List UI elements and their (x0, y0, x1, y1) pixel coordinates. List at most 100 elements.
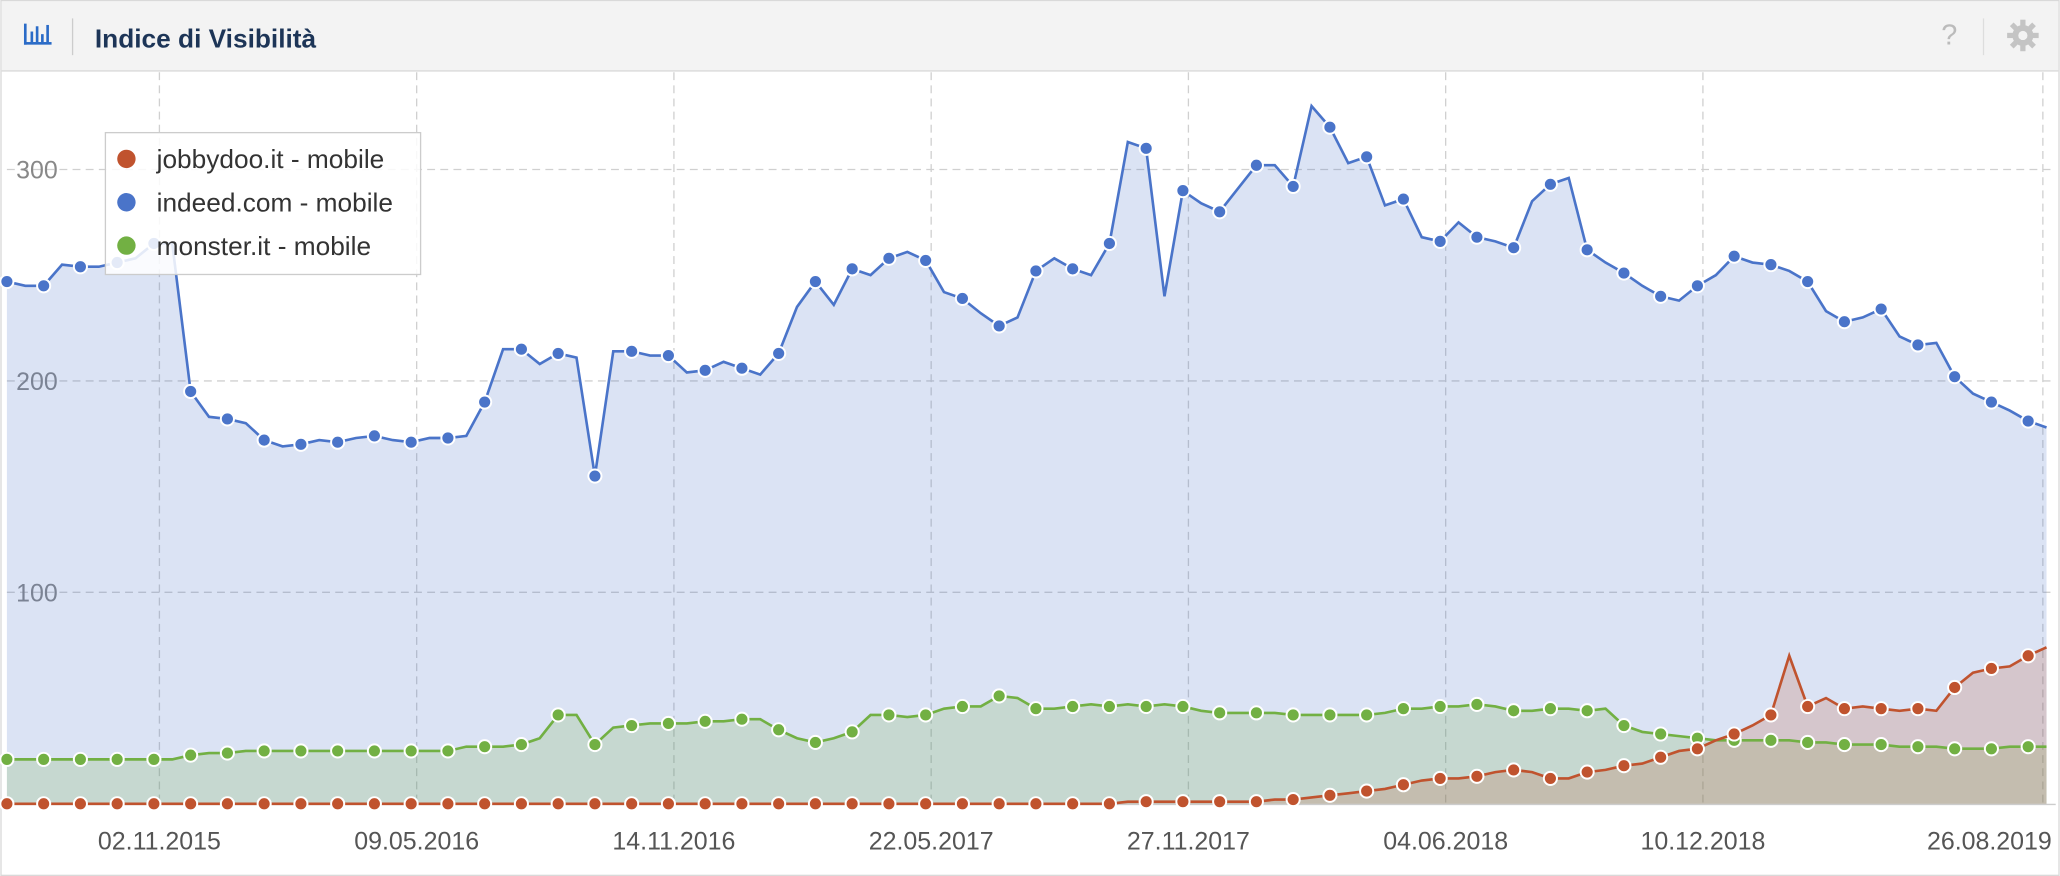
data-point (1395, 191, 1411, 207)
data-point (807, 796, 823, 812)
data-point (954, 796, 970, 812)
y-tick-label: 100 (16, 580, 58, 608)
data-point (587, 796, 603, 812)
data-point (1579, 703, 1595, 719)
data-point (330, 743, 346, 759)
data-point (1285, 707, 1301, 723)
series-area (6, 106, 2047, 804)
data-point (844, 796, 860, 812)
data-point (1800, 734, 1816, 751)
data-point (256, 796, 272, 812)
data-point (1506, 703, 1522, 719)
data-point (440, 430, 456, 446)
data-point (293, 743, 309, 759)
data-point (403, 743, 419, 759)
data-point (1836, 314, 1852, 330)
data-point (1101, 698, 1117, 715)
data-point (1616, 758, 1632, 774)
data-point (1175, 183, 1191, 199)
help-icon[interactable]: ? (1941, 20, 1957, 52)
series-line (6, 103, 2047, 477)
data-point (1800, 273, 1816, 290)
x-tick-label: 09.05.2016 (354, 828, 479, 856)
data-point (734, 711, 750, 727)
data-point (1212, 705, 1228, 721)
data-point (109, 751, 125, 767)
data-point (1028, 796, 1044, 812)
data-point (1579, 242, 1595, 258)
data-point (1947, 679, 1963, 696)
data-point (1359, 149, 1375, 165)
data-point (0, 796, 15, 812)
data-point (1138, 140, 1154, 156)
data-point (513, 737, 529, 753)
data-point (477, 796, 493, 812)
data-point (1285, 791, 1301, 808)
data-point (697, 362, 713, 378)
settings-icon[interactable] (2007, 19, 2039, 52)
data-point (1873, 301, 1889, 317)
series-line (6, 646, 2048, 806)
data-point (256, 432, 272, 448)
data-point (1910, 337, 1926, 353)
legend-label: indeed.com - mobile (157, 187, 393, 217)
data-point (1028, 263, 1044, 279)
data-point (0, 751, 15, 767)
data-point (366, 796, 382, 812)
series-area (6, 695, 2047, 804)
data-point (1616, 265, 1632, 281)
plot-area: 100 200 300 02.11.2015 09.05.2016 14.11.2016 2… (0, 72, 2056, 856)
data-point (1322, 787, 1338, 803)
data-point (72, 259, 88, 275)
data-point (771, 796, 787, 812)
data-point (1836, 737, 1852, 753)
data-point (1542, 176, 1558, 192)
data-point (991, 688, 1007, 704)
data-point (1212, 794, 1228, 810)
data-point (991, 796, 1007, 812)
data-point (881, 250, 897, 266)
data-point (1395, 777, 1411, 793)
legend-marker (117, 193, 136, 212)
data-point (1065, 796, 1081, 812)
data-point (477, 394, 493, 410)
data-point (550, 796, 566, 812)
data-point (146, 796, 162, 812)
data-point (72, 751, 88, 767)
data-point (2020, 648, 2036, 664)
data-point (366, 428, 382, 444)
x-tick-label: 26.08.2019 (1927, 828, 2052, 856)
data-point (36, 751, 52, 767)
data-point (1469, 696, 1485, 712)
data-point (1506, 762, 1522, 778)
data-point (844, 724, 860, 740)
data-point (36, 278, 52, 294)
series-line (6, 694, 2047, 761)
header-bar (1, 1, 2059, 71)
data-point (2020, 413, 2036, 429)
data-point (660, 796, 676, 812)
data-point (991, 318, 1007, 334)
data-point (1212, 204, 1228, 220)
data-point (1138, 794, 1154, 810)
data-point (1653, 288, 1669, 304)
data-point (660, 347, 676, 364)
data-point (1065, 261, 1081, 277)
data-point (771, 722, 787, 738)
data-point (1285, 178, 1301, 194)
data-point (1322, 119, 1338, 135)
data-point (219, 411, 235, 427)
data-point (1248, 794, 1264, 810)
data-point (183, 747, 199, 763)
data-point (183, 796, 199, 812)
data-point (918, 707, 934, 723)
data-point (1322, 707, 1338, 723)
data-point (219, 745, 235, 761)
legend-box (104, 131, 422, 276)
data-point (1983, 660, 1999, 677)
data-point (807, 734, 823, 751)
data-point (1359, 783, 1375, 799)
data-point (918, 796, 934, 812)
